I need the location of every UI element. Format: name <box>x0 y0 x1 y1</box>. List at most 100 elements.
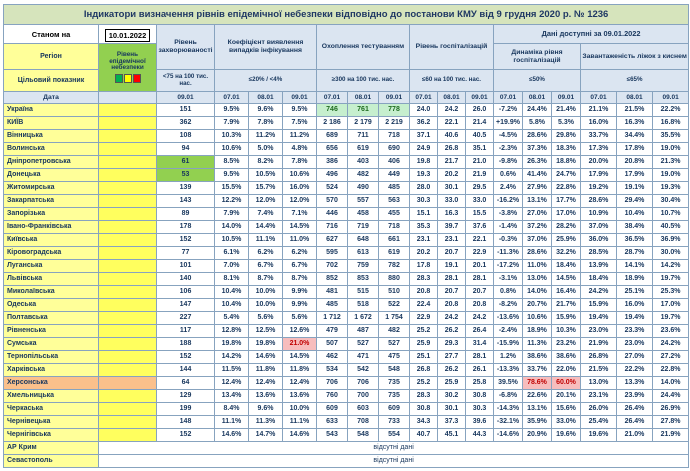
region-name: Волинська <box>3 142 99 156</box>
value-cell: 449 <box>378 168 410 182</box>
value-cell: 22.8% <box>551 181 581 195</box>
value-cell: 29.5 <box>465 181 494 195</box>
value-cell: 21.0% <box>616 428 653 442</box>
value-cell: 15.5% <box>214 181 249 195</box>
value-cell: 735 <box>378 389 410 403</box>
value-cell: 24.2 <box>465 311 494 325</box>
value-cell: 719 <box>347 220 379 234</box>
epidemic-level-cell <box>98 116 157 130</box>
date-cell: 08.01 <box>248 91 283 104</box>
value-cell: 27.0% <box>616 350 653 364</box>
value-cell: 12.0% <box>282 194 317 208</box>
value-cell: 24.4% <box>651 389 690 403</box>
value-cell: 33.7% <box>522 363 552 377</box>
value-cell: 10.6% <box>214 142 249 156</box>
value-cell: 485 <box>316 298 348 312</box>
value-cell: 12.4% <box>282 376 317 390</box>
epidemic-level-cell <box>98 402 157 416</box>
value-cell: -6.8% <box>493 389 523 403</box>
value-cell: 140 <box>156 272 215 286</box>
value-cell: 386 <box>316 155 348 169</box>
value-cell: 29.8% <box>551 129 581 143</box>
region-name: Рівненська <box>3 324 99 338</box>
value-cell: 16.0% <box>580 116 617 130</box>
value-cell: 30.0% <box>651 246 690 260</box>
value-cell: 6.1% <box>214 246 249 260</box>
value-cell: 21.4% <box>551 103 581 117</box>
value-cell: 14.6% <box>248 350 283 364</box>
value-cell: 700 <box>347 389 379 403</box>
value-cell: 64 <box>156 376 215 390</box>
value-cell: 32.2% <box>551 246 581 260</box>
value-cell: 26.1 <box>465 363 494 377</box>
epidemic-level-header: Рівень епідемічної небезпеки <box>98 43 157 92</box>
value-cell: 15.7% <box>248 181 283 195</box>
value-cell: 13.4% <box>214 389 249 403</box>
value-cell: 527 <box>347 337 379 351</box>
value-cell: 12.4% <box>248 376 283 390</box>
col-oxygen-beds-header: Завантаженість ліжок з киснем <box>579 43 690 70</box>
value-cell: 17.0% <box>651 298 690 312</box>
value-cell: 475 <box>378 350 410 364</box>
value-cell: 227 <box>156 311 215 325</box>
value-cell: 30.8 <box>409 402 438 416</box>
value-cell: 9.6% <box>248 103 283 117</box>
value-cell: 28.6% <box>580 194 617 208</box>
region-name: Запорізька <box>3 207 99 221</box>
value-cell: 19.7% <box>651 311 690 325</box>
value-cell: 27.2% <box>651 350 690 364</box>
table-row: Львівська 140 8.1% 8.7% 8.7% 852 853 880 28.3 28.… <box>3 272 690 286</box>
value-cell: 13.0% <box>580 376 617 390</box>
value-cell: 5.4% <box>214 311 249 325</box>
value-cell: 19.8% <box>214 337 249 351</box>
value-cell: 39.5% <box>493 376 523 390</box>
value-cell: 17.7% <box>551 194 581 208</box>
epidemic-level-cell <box>98 415 157 429</box>
value-cell: 13.6% <box>248 389 283 403</box>
value-cell: 563 <box>378 194 410 208</box>
value-cell: 14.7% <box>248 428 283 442</box>
region-name: Вінницька <box>3 129 99 143</box>
value-cell: -1.4% <box>493 220 523 234</box>
value-cell: 2 219 <box>378 116 410 130</box>
date-cell: 09.01 <box>282 91 317 104</box>
as-of-date: 10.01.2022 <box>104 29 151 42</box>
value-cell: 20.7 <box>437 246 466 260</box>
value-cell: 19.1% <box>616 181 653 195</box>
value-cell: 11.8% <box>282 363 317 377</box>
value-cell: 16.0% <box>616 298 653 312</box>
value-cell: 706 <box>316 376 348 390</box>
value-cell: 20.8 <box>437 298 466 312</box>
value-cell: 761 <box>347 103 379 117</box>
value-cell: 706 <box>347 376 379 390</box>
epidemic-level-cell <box>98 324 157 338</box>
value-cell: 24.2% <box>580 285 617 299</box>
group-row: Регіон Рівень епідемічної небезпеки Дина… <box>3 43 690 92</box>
value-cell: 21.7% <box>551 298 581 312</box>
value-cell: 20.1% <box>551 389 581 403</box>
value-cell: 25.1% <box>616 285 653 299</box>
value-cell: 759 <box>347 259 379 273</box>
target-row-label: Цільовий показник <box>3 69 99 92</box>
value-cell: 19.3 <box>409 168 438 182</box>
value-cell: 24.4% <box>522 103 552 117</box>
value-cell: 61 <box>156 155 215 169</box>
value-cell: 760 <box>316 389 348 403</box>
table-row: Херсонська 64 12.4% 12.4% 12.4% 706 706 735 25.2… <box>3 376 690 390</box>
value-cell: 8.7% <box>248 272 283 286</box>
col-detection-header: Коефіцієнт виявлення випадків інфікуванн… <box>214 24 317 70</box>
value-cell: 26.3% <box>522 155 552 169</box>
region-name: Харківська <box>3 363 99 377</box>
value-cell: 17.8 <box>409 259 438 273</box>
value-cell: 689 <box>316 129 348 143</box>
epidemic-level-cell <box>98 259 157 273</box>
table-row: Сумська 188 19.8% 19.8% 21.0% 507 527 527 25.9 29… <box>3 337 690 351</box>
value-cell: 22.1 <box>465 233 494 247</box>
value-cell: 45.1 <box>437 428 466 442</box>
value-cell: 8.5% <box>214 155 249 169</box>
value-cell: 0.8% <box>493 285 523 299</box>
region-name: Чернівецька <box>3 415 99 429</box>
epidemic-level-cell <box>98 194 157 208</box>
value-cell: 507 <box>316 337 348 351</box>
value-cell: 30.1 <box>437 402 466 416</box>
